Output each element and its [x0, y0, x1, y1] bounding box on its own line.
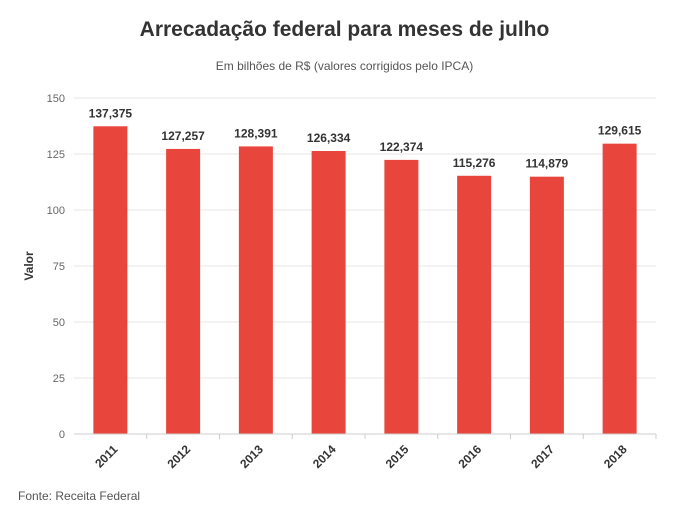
y-tick-label: 100 — [47, 205, 65, 217]
y-tick-label: 25 — [53, 373, 65, 385]
data-label-2013: 128,391 — [234, 126, 278, 140]
x-tick-label-2018: 2018 — [601, 442, 630, 471]
chart-title: Arrecadação federal para meses de julho — [139, 18, 550, 41]
x-tick-label-2013: 2013 — [237, 442, 266, 471]
bar-2016 — [457, 175, 492, 435]
y-tick-label: 150 — [47, 93, 65, 105]
data-label-2015: 122,374 — [380, 140, 424, 154]
bar-2011 — [93, 126, 128, 434]
data-label-2018: 129,615 — [598, 124, 642, 138]
x-tick-label-2012: 2012 — [164, 442, 193, 471]
data-label-2011: 137,375 — [89, 106, 133, 120]
x-tick-label-2017: 2017 — [528, 442, 557, 471]
data-label-2012: 127,257 — [161, 129, 205, 143]
bars: 137,375 127,257 128,391 126,334 122,374 115,2… — [89, 106, 642, 435]
bar-2013 — [238, 146, 273, 434]
bar-2018 — [602, 143, 637, 434]
bar-2012 — [166, 148, 201, 434]
bar-2014 — [311, 151, 346, 434]
x-tick-label-2015: 2015 — [383, 442, 412, 471]
axes: 0 25 50 75 100 125 150 Valor 2011 2012 2013 2014 201… — [22, 93, 657, 471]
y-axis-title: Valor — [22, 251, 36, 281]
x-tick-label-2016: 2016 — [455, 442, 484, 471]
data-label-2016: 115,276 — [453, 156, 496, 170]
y-tick-label: 125 — [47, 149, 65, 161]
bar-2017 — [529, 176, 564, 435]
x-tick-label-2014: 2014 — [310, 442, 339, 471]
data-label-2017: 114,879 — [526, 157, 569, 171]
y-tick-label: 0 — [59, 429, 65, 441]
source-note: Fonte: Receita Federal — [18, 489, 141, 503]
y-tick-label: 75 — [53, 261, 65, 273]
data-label-2014: 126,334 — [307, 131, 351, 145]
x-tick-label-2011: 2011 — [92, 442, 121, 471]
y-tick-label: 50 — [53, 317, 65, 329]
bar-2015 — [384, 159, 419, 434]
chart-subtitle: Em bilhões de R$ (valores corrigidos pel… — [215, 59, 474, 73]
